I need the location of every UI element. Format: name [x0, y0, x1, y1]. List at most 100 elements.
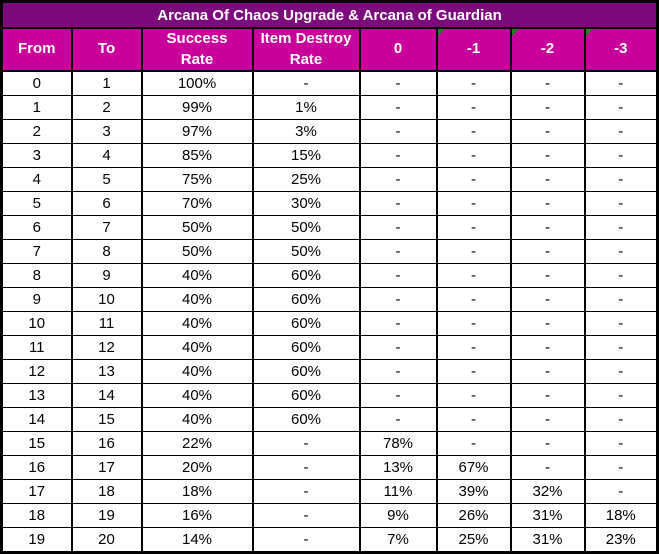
table-cell[interactable]: - [583, 191, 659, 216]
table-cell[interactable]: - [509, 167, 586, 192]
table-cell[interactable]: 10 [70, 287, 143, 312]
table-cell[interactable]: 78% [358, 431, 438, 456]
table-cell[interactable]: 4 [70, 143, 143, 168]
table-cell[interactable]: - [509, 311, 586, 336]
table-cell[interactable]: - [251, 503, 361, 528]
table-cell[interactable]: 18% [140, 479, 254, 504]
table-cell[interactable]: - [435, 167, 512, 192]
table-title[interactable]: Arcana Of Chaos Upgrade & Arcana of Guar… [0, 1, 659, 29]
table-cell[interactable]: - [358, 95, 438, 120]
table-cell[interactable]: 17 [0, 479, 73, 504]
table-cell[interactable]: 60% [251, 359, 361, 384]
table-cell[interactable]: 70% [140, 191, 254, 216]
table-cell[interactable]: - [583, 311, 659, 336]
table-cell[interactable]: 7 [70, 215, 143, 240]
table-cell[interactable]: 8 [0, 263, 73, 288]
table-cell[interactable]: 40% [140, 311, 254, 336]
table-cell[interactable]: 40% [140, 287, 254, 312]
table-cell[interactable]: 40% [140, 359, 254, 384]
table-cell[interactable]: 99% [140, 95, 254, 120]
column-header-success[interactable]: Success Rate [140, 27, 254, 72]
table-cell[interactable]: - [358, 287, 438, 312]
table-cell[interactable]: 18 [70, 479, 143, 504]
table-cell[interactable]: 17 [70, 455, 143, 480]
table-cell[interactable]: 16% [140, 503, 254, 528]
table-cell[interactable]: - [509, 143, 586, 168]
table-cell[interactable]: 15% [251, 143, 361, 168]
column-header--3[interactable]: -3 [583, 27, 659, 72]
table-cell[interactable]: - [509, 215, 586, 240]
table-cell[interactable]: 3% [251, 119, 361, 144]
table-cell[interactable]: 15 [70, 407, 143, 432]
table-cell[interactable]: 6 [70, 191, 143, 216]
table-cell[interactable]: 11 [0, 335, 73, 360]
table-cell[interactable]: - [583, 431, 659, 456]
table-cell[interactable]: 3 [70, 119, 143, 144]
table-cell[interactable]: - [583, 455, 659, 480]
table-cell[interactable]: 6 [0, 215, 73, 240]
table-cell[interactable]: 40% [140, 335, 254, 360]
table-cell[interactable]: 31% [509, 503, 586, 528]
table-cell[interactable]: - [435, 70, 512, 96]
table-cell[interactable]: - [583, 335, 659, 360]
table-cell[interactable]: 20 [70, 527, 143, 553]
table-cell[interactable]: 3 [0, 143, 73, 168]
table-cell[interactable]: 11% [358, 479, 438, 504]
table-cell[interactable]: 60% [251, 287, 361, 312]
table-cell[interactable]: - [509, 455, 586, 480]
table-cell[interactable]: - [358, 383, 438, 408]
table-cell[interactable]: 25% [251, 167, 361, 192]
table-cell[interactable]: 75% [140, 167, 254, 192]
table-cell[interactable]: 40% [140, 383, 254, 408]
table-cell[interactable]: 8 [70, 239, 143, 264]
table-cell[interactable]: - [358, 167, 438, 192]
table-cell[interactable]: - [358, 119, 438, 144]
table-cell[interactable]: 14% [140, 527, 254, 553]
table-cell[interactable]: - [583, 119, 659, 144]
table-cell[interactable]: - [358, 335, 438, 360]
table-cell[interactable]: 40% [140, 407, 254, 432]
table-cell[interactable]: - [509, 263, 586, 288]
table-cell[interactable]: - [251, 527, 361, 553]
table-cell[interactable]: 1 [0, 95, 73, 120]
table-cell[interactable]: - [251, 70, 361, 96]
table-cell[interactable]: - [435, 119, 512, 144]
table-cell[interactable]: 32% [509, 479, 586, 504]
column-header--2[interactable]: -2 [509, 27, 586, 72]
table-cell[interactable]: - [358, 215, 438, 240]
table-cell[interactable]: 60% [251, 263, 361, 288]
table-cell[interactable]: - [358, 311, 438, 336]
table-cell[interactable]: - [583, 70, 659, 96]
table-cell[interactable]: 13 [0, 383, 73, 408]
table-cell[interactable]: 7% [358, 527, 438, 553]
table-cell[interactable]: 100% [140, 70, 254, 96]
table-cell[interactable]: 40% [140, 263, 254, 288]
table-cell[interactable]: 50% [140, 239, 254, 264]
table-cell[interactable]: - [435, 95, 512, 120]
table-cell[interactable]: 12 [70, 335, 143, 360]
table-cell[interactable]: 26% [435, 503, 512, 528]
table-cell[interactable]: 85% [140, 143, 254, 168]
table-cell[interactable]: 5 [70, 167, 143, 192]
table-cell[interactable]: - [358, 263, 438, 288]
table-cell[interactable]: 15 [0, 431, 73, 456]
table-cell[interactable]: - [509, 431, 586, 456]
table-cell[interactable]: - [358, 239, 438, 264]
table-cell[interactable]: - [509, 239, 586, 264]
table-cell[interactable]: - [509, 335, 586, 360]
table-cell[interactable]: 50% [251, 239, 361, 264]
table-cell[interactable]: 67% [435, 455, 512, 480]
table-cell[interactable]: - [583, 479, 659, 504]
table-cell[interactable]: 50% [251, 215, 361, 240]
column-header--1[interactable]: -1 [435, 27, 512, 72]
table-cell[interactable]: - [583, 407, 659, 432]
table-cell[interactable]: 18 [0, 503, 73, 528]
table-cell[interactable]: 10 [0, 311, 73, 336]
table-cell[interactable]: 0 [0, 70, 73, 96]
table-cell[interactable]: - [435, 311, 512, 336]
table-cell[interactable]: 9% [358, 503, 438, 528]
table-cell[interactable]: 4 [0, 167, 73, 192]
table-cell[interactable]: 60% [251, 335, 361, 360]
table-cell[interactable]: - [583, 167, 659, 192]
table-cell[interactable]: - [435, 383, 512, 408]
